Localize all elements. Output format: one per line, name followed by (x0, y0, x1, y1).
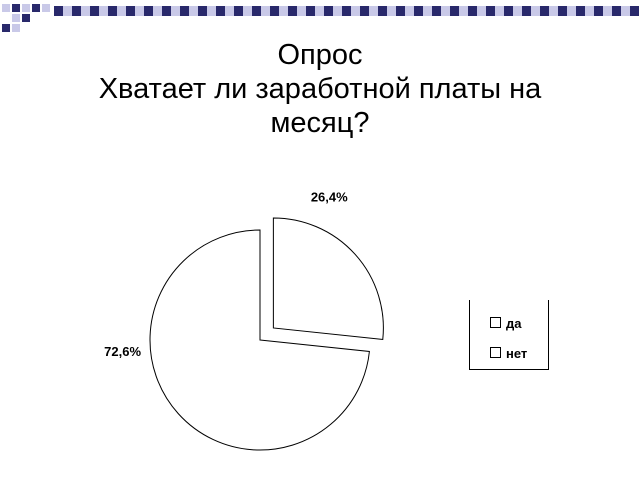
pattern-squares (2, 4, 639, 32)
pattern-square (333, 6, 342, 16)
pattern-square (414, 6, 423, 16)
pattern-square (531, 6, 540, 16)
pattern-square (207, 6, 216, 16)
legend-label-da: да (506, 316, 522, 331)
pattern-square (261, 6, 270, 16)
header-pattern (2, 4, 639, 32)
pattern-square (486, 6, 495, 16)
pattern-square (621, 6, 630, 16)
pattern-square (279, 6, 288, 16)
pattern-square (99, 6, 108, 16)
pattern-square (603, 6, 612, 16)
pattern-square (22, 14, 30, 22)
pattern-square (12, 14, 20, 22)
pattern-square (576, 6, 585, 16)
pattern-square (2, 4, 10, 12)
title-line-3: месяц? (270, 107, 370, 139)
pattern-square (558, 6, 567, 16)
pattern-square (153, 6, 162, 16)
pattern-square (477, 6, 486, 16)
pattern-square (342, 6, 351, 16)
pattern-square (198, 6, 207, 16)
pattern-square (324, 6, 333, 16)
data-label-net: 72,6% (104, 344, 141, 359)
pattern-square (315, 6, 324, 16)
pattern-square (306, 6, 315, 16)
pattern-square (144, 6, 153, 16)
data-label-da: 26,4% (311, 189, 348, 204)
pattern-square (189, 6, 198, 16)
pattern-square (369, 6, 378, 16)
pattern-square (522, 6, 531, 16)
pattern-square (459, 6, 468, 16)
pie-slice-da (272, 217, 384, 341)
title-line-2: Хватает ли заработной платы на (98, 73, 542, 105)
pie-data-labels: 26,4% 72,6% (104, 189, 348, 359)
pattern-square (405, 6, 414, 16)
legend-item-da: да (490, 316, 521, 331)
pattern-square (432, 6, 441, 16)
pattern-square (72, 6, 81, 16)
pattern-square (270, 6, 279, 16)
pattern-square (567, 6, 576, 16)
pattern-square (162, 6, 171, 16)
pattern-square (216, 6, 225, 16)
pattern-square (42, 4, 50, 12)
chart-title: Опрос Хватает ли заработной платы на мес… (40, 38, 600, 140)
pattern-square (63, 6, 72, 16)
pattern-square (54, 6, 63, 16)
pattern-square (108, 6, 117, 16)
pattern-square (90, 6, 99, 16)
pattern-square (495, 6, 504, 16)
pattern-square (396, 6, 405, 16)
pattern-square (22, 4, 30, 12)
pattern-square (594, 6, 603, 16)
pattern-square (180, 6, 189, 16)
pattern-square (243, 6, 252, 16)
pattern-square (549, 6, 558, 16)
legend-swatch-da (490, 317, 501, 328)
legend-label-net: нет (506, 346, 528, 361)
pattern-square (126, 6, 135, 16)
pattern-square (351, 6, 360, 16)
pattern-square (441, 6, 450, 16)
pattern-square (450, 6, 459, 16)
pattern-square (171, 6, 180, 16)
pattern-square (540, 6, 549, 16)
pattern-square (2, 24, 10, 32)
pattern-square (612, 6, 621, 16)
title-line-1: Опрос (277, 39, 363, 71)
pattern-square (360, 6, 369, 16)
pattern-square (32, 4, 40, 12)
pattern-square (117, 6, 126, 16)
pattern-square (378, 6, 387, 16)
legend: да нет (469, 300, 549, 370)
pie-slice-net (149, 229, 370, 451)
pattern-square (81, 6, 90, 16)
pattern-square (297, 6, 306, 16)
pattern-square (288, 6, 297, 16)
pattern-square (387, 6, 396, 16)
pattern-square (12, 24, 20, 32)
pattern-square (504, 6, 513, 16)
legend-swatch-net (490, 347, 501, 358)
pattern-square (513, 6, 522, 16)
pattern-square (630, 6, 639, 16)
pattern-square (585, 6, 594, 16)
legend-item-net: нет (490, 346, 527, 361)
pattern-square (135, 6, 144, 16)
pattern-square (12, 4, 20, 12)
pattern-square (468, 6, 477, 16)
pattern-square (234, 6, 243, 16)
pattern-square (423, 6, 432, 16)
pie-slices (149, 217, 384, 451)
pattern-square (225, 6, 234, 16)
pattern-square (252, 6, 261, 16)
